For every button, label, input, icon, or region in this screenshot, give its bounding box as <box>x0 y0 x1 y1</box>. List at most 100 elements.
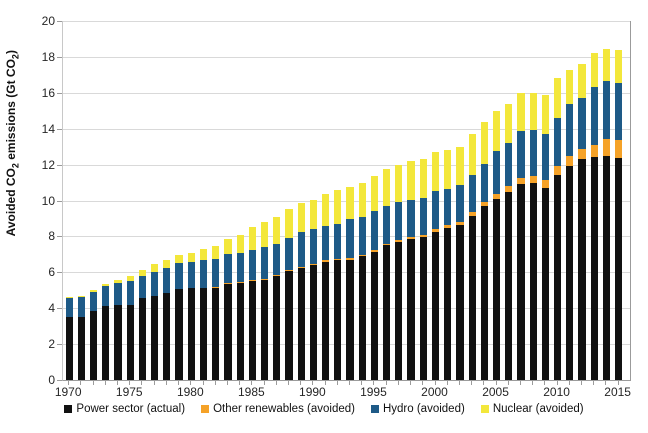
x-tick-mark <box>202 381 204 385</box>
hydro-segment-2015 <box>615 83 623 141</box>
nuclear-segment-1974 <box>114 279 122 284</box>
other-renewables-segment-1993 <box>346 258 354 260</box>
x-tick-mark <box>336 381 338 385</box>
bar-1988 <box>285 208 293 380</box>
power-sector-segment-1980 <box>187 288 195 380</box>
nuclear-segment-1980 <box>187 252 195 262</box>
nuclear-swatch-icon <box>480 405 489 413</box>
bar-1991 <box>322 193 330 380</box>
bar-1987 <box>273 217 281 380</box>
y-tick-mark <box>57 56 62 58</box>
power-sector-segment-2012 <box>578 159 586 380</box>
nuclear-segment-2005 <box>492 110 501 151</box>
hydro-segment-1977 <box>151 271 159 296</box>
legend-item-power-sector: Power sector (actual) <box>64 403 185 415</box>
power-sector-segment-1978 <box>163 293 171 380</box>
nuclear-segment-1991 <box>322 193 330 227</box>
nuclear-segment-2007 <box>517 92 525 131</box>
hydro-segment-1996 <box>383 205 391 244</box>
hydro-segment-2006 <box>505 142 513 187</box>
nuclear-segment-1971 <box>77 295 85 298</box>
bar-2012 <box>578 64 586 380</box>
power-sector-segment-1988 <box>285 271 293 380</box>
other-renewables-segment-1985 <box>248 280 256 281</box>
nuclear-segment-2012 <box>578 64 586 98</box>
other-renewables-segment-2007 <box>517 177 525 185</box>
power-sector-segment-2014 <box>602 155 611 380</box>
power-sector-segment-1976 <box>138 298 147 380</box>
plot-area <box>62 21 631 381</box>
nuclear-segment-1981 <box>199 249 208 260</box>
other-renewables-segment-2012 <box>578 148 586 160</box>
power-sector-segment-1999 <box>419 237 427 380</box>
x-tick-mark <box>129 381 131 385</box>
power-sector-segment-1985 <box>248 280 256 380</box>
legend-label-nuclear: Nuclear (avoided) <box>492 403 584 415</box>
power-sector-segment-1997 <box>395 241 403 380</box>
x-tick-label-1975: 1975 <box>115 385 143 399</box>
hydro-segment-1987 <box>273 243 281 275</box>
nuclear-segment-2010 <box>554 78 562 118</box>
power-sector-segment-2000 <box>431 231 440 380</box>
other-renewables-segment-2002 <box>456 222 464 226</box>
nuclear-segment-1996 <box>383 169 391 206</box>
other-renewables-segment-1988 <box>285 270 293 272</box>
nuclear-segment-1992 <box>334 189 342 224</box>
y-tick-label-14: 14 <box>41 121 55 136</box>
y-tick-mark <box>57 21 62 22</box>
y-tick-mark <box>57 344 62 346</box>
power-sector-segment-1993 <box>346 259 354 380</box>
other-renewables-segment-2010 <box>554 166 562 176</box>
x-tick-mark <box>263 381 265 385</box>
x-tick-mark <box>544 381 546 385</box>
power-sector-segment-2011 <box>566 165 574 380</box>
y-tick-mark <box>57 164 62 166</box>
x-tick-mark <box>349 381 351 385</box>
other-renewables-segment-2001 <box>444 225 452 229</box>
bar-2002 <box>456 146 464 380</box>
x-tick-mark <box>141 381 143 385</box>
other-renewables-segment-2003 <box>468 212 476 216</box>
power-sector-segment-1984 <box>236 283 244 380</box>
y-tick-mark <box>57 200 62 202</box>
legend-label-other-renewables: Other renewables (avoided) <box>213 403 355 415</box>
hydro-segment-2000 <box>431 190 440 230</box>
power-sector-segment-2010 <box>554 175 562 380</box>
bar-2000 <box>431 152 440 380</box>
nuclear-segment-1977 <box>151 264 159 272</box>
hydro-segment-1985 <box>248 250 256 281</box>
bar-1992 <box>334 189 342 380</box>
x-tick-mark <box>581 381 583 385</box>
power-sector-segment-1992 <box>334 260 342 380</box>
hydro-segment-2010 <box>554 117 562 167</box>
hydro-segment-2011 <box>566 103 574 156</box>
x-tick-mark <box>178 381 180 385</box>
gridline-16 <box>63 92 630 94</box>
power-sector-segment-1987 <box>273 275 281 380</box>
nuclear-segment-1998 <box>407 161 415 200</box>
other-renewables-segment-1991 <box>322 260 330 262</box>
other-renewables-segment-1989 <box>297 266 305 268</box>
x-tick-mark <box>361 381 363 385</box>
x-tick-mark <box>593 381 595 385</box>
y-tick-mark <box>57 92 62 94</box>
x-tick-mark <box>239 381 241 385</box>
y-tick-label-18: 18 <box>41 49 55 64</box>
x-tick-mark <box>190 381 192 385</box>
x-tick-mark <box>385 381 387 385</box>
nuclear-segment-2006 <box>505 103 513 143</box>
gridline-20 <box>63 21 630 22</box>
hydro-segment-1993 <box>346 218 354 259</box>
power-sector-segment-1982 <box>212 287 220 380</box>
nuclear-segment-2003 <box>468 134 476 175</box>
bar-1985 <box>248 227 256 380</box>
bar-2008 <box>529 92 537 380</box>
other-renewables-segment-1996 <box>383 243 391 246</box>
x-tick-mark <box>422 381 424 385</box>
power-sector-segment-2015 <box>615 158 623 380</box>
x-tick-mark <box>300 381 302 385</box>
nuclear-segment-1979 <box>175 255 183 264</box>
x-tick-mark <box>471 381 473 385</box>
bar-1983 <box>224 239 232 380</box>
other-renewables-segment-1987 <box>273 275 281 276</box>
